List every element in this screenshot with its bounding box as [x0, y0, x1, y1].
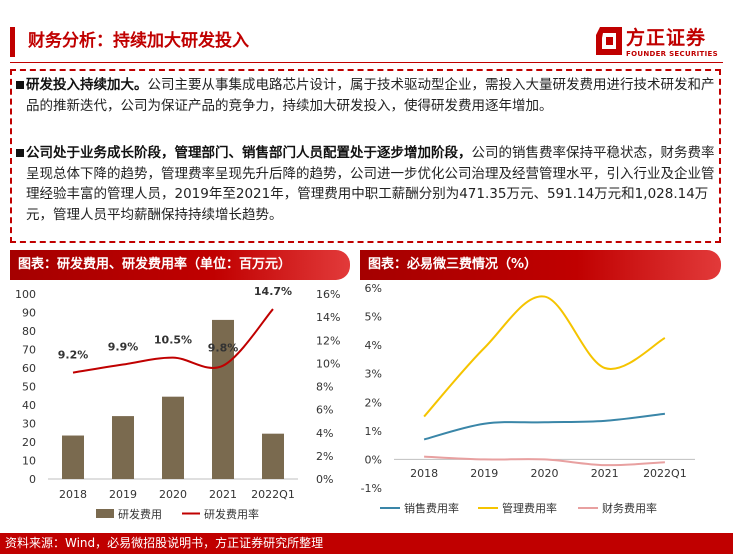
summary-p2-heading: 公司处于业务成长阶段，管理部门、销售部门人员配置处于逐步增加阶段，: [26, 145, 472, 161]
y-left-tick-label: 0: [29, 473, 36, 486]
y-left-tick-label: 90: [22, 307, 36, 320]
y-tick-label: 5%: [365, 311, 382, 324]
bullet-icon: [16, 81, 24, 89]
x-tick-label: 2022Q1: [643, 467, 687, 480]
y-right-tick-label: 8%: [316, 381, 333, 394]
line-rd-ratio: [72, 308, 274, 374]
y-tick-label: 2%: [365, 396, 382, 409]
x-tick-label: 2020: [159, 488, 187, 501]
x-tick-label: 2021: [591, 467, 619, 480]
legend-label: 研发费用: [118, 507, 162, 521]
y-tick-label: 4%: [365, 339, 382, 352]
series-line-2: [423, 295, 666, 418]
y-left-tick-label: 20: [22, 436, 36, 449]
x-tick-label: 2019: [470, 467, 498, 480]
series-line-1: [423, 412, 666, 441]
bar-rd-expense: [212, 319, 234, 479]
legend-label: 研发费用率: [204, 507, 259, 521]
summary-box: 研发投入持续加大。公司主要从事集成电路芯片设计，属于技术驱动型企业，需投入大量研…: [10, 69, 721, 243]
x-tick-label: 2021: [209, 488, 237, 501]
summary-p1-heading: 研发投入持续加大。: [26, 77, 148, 93]
legend-label: 财务费用率: [602, 501, 657, 515]
summary-paragraph-2: 公司处于业务成长阶段，管理部门、销售部门人员配置处于逐步增加阶段，公司的销售费率…: [16, 143, 716, 225]
data-label-rd-ratio: 9.2%: [58, 349, 89, 362]
bullet-icon: [16, 149, 24, 157]
bar-rd-expense: [62, 435, 84, 479]
expense-ratio-chart: -1% 0% 1% 2% 3% 4% 5% 6% 2018 2019 2020 2021 2022Q1 销…: [361, 282, 695, 515]
y-left-tick-label: 50: [22, 381, 36, 394]
y-tick-label: 1%: [365, 425, 382, 438]
y-left-tick-label: 100: [15, 288, 36, 301]
legend-label: 管理费用率: [502, 501, 557, 515]
data-label-rd-ratio: 9.8%: [208, 342, 239, 355]
y-left-tick-label: 70: [22, 344, 36, 357]
y-right-tick-label: 6%: [316, 404, 333, 417]
y-right-tick-label: 12%: [316, 334, 340, 347]
legend-swatch-bar: [96, 509, 114, 518]
rd-expense-chart: 0 10 20 30 40 50 60 70 80 90 100 0% 2% 4% 6% 8% 10% 12% 14…: [15, 285, 340, 521]
y-tick-label: 3%: [365, 368, 382, 381]
bar-rd-expense: [262, 433, 284, 479]
y-right-tick-label: 10%: [316, 357, 340, 370]
y-right-tick-label: 2%: [316, 450, 333, 463]
data-label-rd-ratio: 9.9%: [108, 341, 139, 354]
data-label-rd-ratio: 14.7%: [254, 285, 292, 298]
y-left-tick-label: 80: [22, 325, 36, 338]
y-tick-label: 0%: [365, 453, 382, 466]
header-accent-bar: [10, 27, 15, 57]
summary-p1-body: 公司主要从事集成电路芯片设计，属于技术驱动型企业，需投入大量研发费用进行技术研发…: [26, 77, 715, 114]
y-right-tick-label: 0%: [316, 473, 333, 486]
y-right-tick-label: 16%: [316, 288, 340, 301]
bar-rd-expense: [112, 416, 134, 479]
logo-subtext: FOUNDER SECURITIES: [626, 50, 718, 58]
left-chart-header: 图表：研发费用、研发费用率（单位：百万元）: [10, 250, 350, 280]
header-divider: [10, 62, 723, 63]
y-tick-label: 6%: [365, 282, 382, 295]
source-footer: 资料来源：Wind，必易微招股说明书，方正证券研究所整理: [0, 533, 733, 554]
legend-label: 销售费用率: [404, 501, 459, 515]
logo-text: 方正证券: [626, 27, 707, 49]
y-left-tick-label: 60: [22, 362, 36, 375]
x-tick-label: 2018: [59, 488, 87, 501]
summary-p2-body: 公司的销售费率保持平稳状态，财务费率呈现总体下降的趋势，管理费率呈现先升后降的趋…: [26, 145, 715, 223]
founder-logo-icon: [596, 27, 622, 55]
summary-paragraph-1: 研发投入持续加大。公司主要从事集成电路芯片设计，属于技术驱动型企业，需投入大量研…: [16, 75, 716, 116]
y-left-tick-label: 10: [22, 455, 36, 468]
data-label-rd-ratio: 10.5%: [154, 334, 192, 347]
x-tick-label: 2019: [109, 488, 137, 501]
x-tick-label: 2020: [531, 467, 559, 480]
series-line-3: [424, 455, 665, 467]
page-title: 财务分析：持续加大研发投入: [28, 31, 249, 51]
y-left-tick-label: 30: [22, 418, 36, 431]
y-left-tick-label: 40: [22, 399, 36, 412]
x-tick-label: 2022Q1: [251, 488, 295, 501]
y-tick-label: -1%: [361, 482, 382, 495]
x-tick-label: 2018: [410, 467, 438, 480]
y-right-tick-label: 14%: [316, 311, 340, 324]
right-chart-header: 图表：必易微三费情况（%）: [360, 250, 721, 280]
bar-rd-expense: [162, 396, 184, 479]
y-right-tick-label: 4%: [316, 427, 333, 440]
